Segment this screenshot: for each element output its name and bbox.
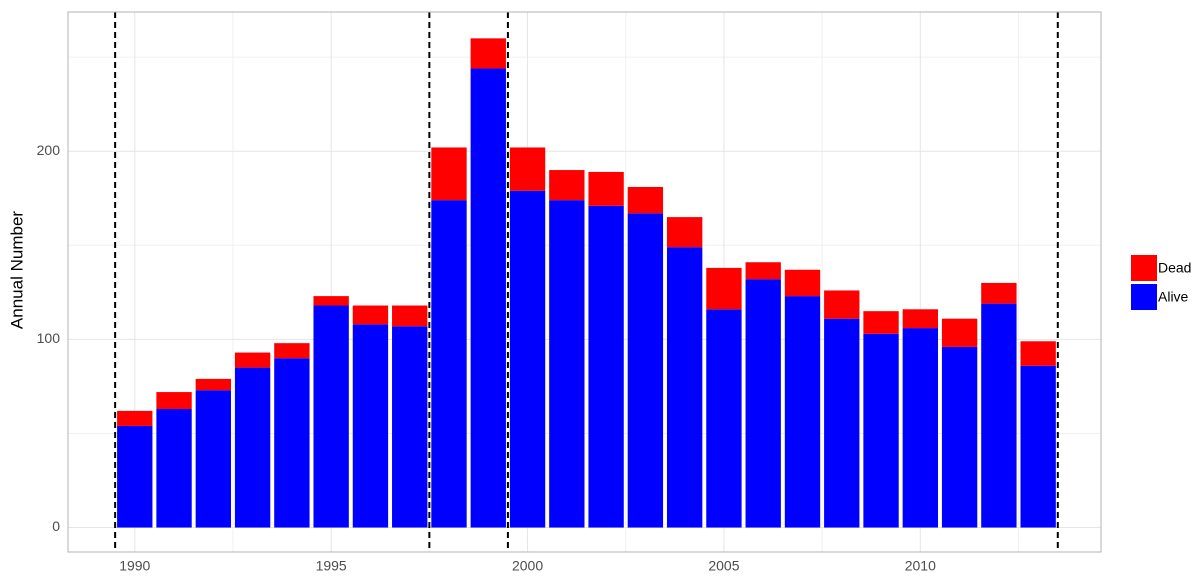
- y-tick-label: 100: [37, 330, 61, 346]
- bar: [392, 326, 428, 528]
- bar: [588, 171, 624, 206]
- bar: [352, 324, 389, 528]
- bar: [902, 309, 938, 329]
- bar: [234, 367, 271, 528]
- bar: [117, 425, 153, 528]
- legend-swatch: [1131, 284, 1157, 310]
- bar: [941, 346, 978, 528]
- bar: [981, 303, 1017, 528]
- y-tick-label: 0: [52, 518, 60, 534]
- bar: [981, 282, 1017, 304]
- y-axis-label: Annual Number: [7, 211, 26, 329]
- bar: [274, 358, 310, 528]
- bar: [470, 68, 506, 528]
- bar: [863, 311, 899, 334]
- x-tick-label: 1990: [119, 558, 150, 573]
- bar: [824, 290, 860, 319]
- bar: [156, 409, 192, 528]
- bar: [784, 269, 821, 297]
- bar: [274, 343, 310, 359]
- bar: [1020, 341, 1056, 366]
- bar: [509, 190, 546, 528]
- bar: [666, 247, 703, 528]
- y-tick-label: 200: [37, 142, 61, 158]
- x-tick-label: 2010: [905, 558, 936, 573]
- bar: [549, 170, 585, 201]
- x-tick-label: 1995: [316, 558, 347, 573]
- legend-label: Alive: [1158, 289, 1189, 305]
- bar: [392, 305, 428, 327]
- bar: [706, 309, 742, 528]
- bar: [313, 296, 349, 306]
- bar: [627, 186, 664, 214]
- bar: [234, 352, 271, 368]
- bar: [195, 390, 232, 528]
- bar: [156, 392, 192, 410]
- bar: [195, 378, 232, 391]
- x-tick-label: 2005: [708, 558, 739, 573]
- bar: [117, 410, 153, 426]
- bar: [313, 305, 349, 528]
- legend-label: Dead: [1158, 260, 1191, 276]
- bar: [941, 318, 978, 347]
- legend-swatch: [1131, 255, 1157, 281]
- bar: [431, 200, 467, 528]
- x-tick-label: 2000: [512, 558, 543, 573]
- bar: [352, 305, 389, 325]
- bar: [509, 147, 546, 191]
- bar: [745, 262, 781, 280]
- bar: [470, 38, 506, 69]
- bar: [902, 328, 938, 528]
- bar: [863, 333, 899, 528]
- panel-border: [67, 11, 1102, 553]
- bar: [666, 217, 703, 248]
- bar: [824, 318, 860, 528]
- bar: [1020, 365, 1056, 528]
- bar: [784, 296, 821, 528]
- bar: [549, 200, 585, 528]
- bar: [627, 213, 664, 528]
- bar: [745, 279, 781, 528]
- bar: [431, 147, 467, 201]
- bar: [706, 267, 742, 310]
- bar: [588, 205, 624, 528]
